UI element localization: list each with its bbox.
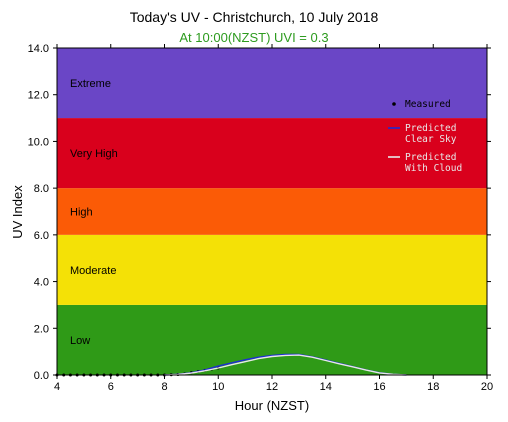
- x-tick-label: 12: [266, 381, 278, 393]
- y-tick-label: 4.0: [34, 277, 49, 289]
- y-tick-label: 8.0: [34, 183, 49, 195]
- x-tick-label: 20: [481, 381, 493, 393]
- legend-label-measured: Measured: [405, 99, 451, 110]
- band-moderate: [57, 234, 487, 305]
- y-tick-label: 14.0: [28, 43, 49, 55]
- axes: 4 6 8 10 12 14 16 18 20 0.0 2.0 4.0 6.0 8.0 10.0 12.0 14…: [28, 43, 494, 393]
- legend-marker-measured: [392, 102, 396, 106]
- x-tick-label: 8: [161, 381, 167, 393]
- y-axis-label: UV Index: [10, 185, 25, 239]
- y-tick-label: 10.0: [28, 136, 49, 148]
- uv-bands: Low Moderate High Very High Extreme: [57, 48, 487, 375]
- chart-subtitle: At 10:00(NZST) UVI = 0.3: [179, 30, 328, 45]
- band-low: [57, 304, 487, 375]
- band-label-extreme: Extreme: [70, 78, 111, 90]
- line-predicted-with-cloud: [164, 354, 407, 376]
- band-label-very-high: Very High: [70, 148, 118, 160]
- y-tick-label: 2.0: [34, 323, 49, 335]
- legend: Measured Predicted Clear Sky Predicted With …: [388, 99, 462, 174]
- legend-label-predicted-clear-sky: Predicted Clear Sky: [405, 123, 457, 145]
- band-high: [57, 188, 487, 235]
- x-tick-label: 4: [54, 381, 60, 393]
- y-tick-label: 0.0: [34, 370, 49, 382]
- x-tick-label: 16: [373, 381, 385, 393]
- y-tick-label: 12.0: [28, 90, 49, 102]
- x-tick-label: 6: [108, 381, 114, 393]
- x-tick-label: 14: [320, 381, 332, 393]
- legend-label-predicted-with-cloud: Predicted With Cloud: [405, 152, 462, 174]
- y-tick-label: 6.0: [34, 230, 49, 242]
- x-tick-label: 10: [212, 381, 224, 393]
- chart-title: Today's UV - Christchurch, 10 July 2018: [130, 9, 379, 25]
- band-label-high: High: [70, 207, 93, 219]
- x-axis-label: Hour (NZST): [235, 398, 309, 413]
- x-tick-label: 18: [427, 381, 439, 393]
- band-extreme: [57, 48, 487, 119]
- band-label-low: Low: [70, 335, 90, 347]
- band-very-high: [57, 118, 487, 189]
- band-label-moderate: Moderate: [70, 265, 116, 277]
